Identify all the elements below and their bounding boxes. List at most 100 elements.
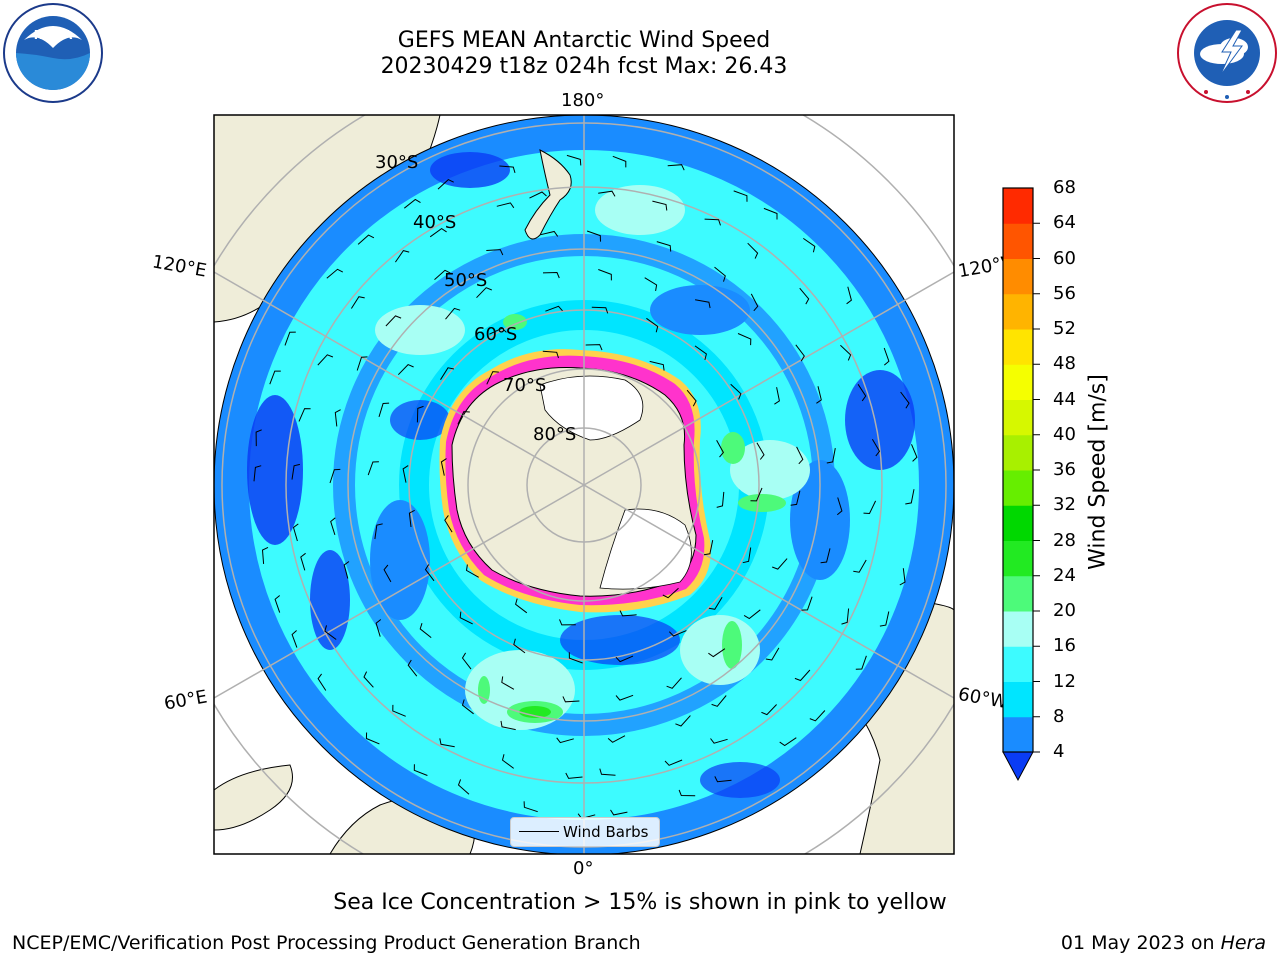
- wind-barb: [523, 801, 538, 813]
- wind-barb: [253, 465, 262, 482]
- wind-barb: [711, 695, 727, 707]
- colorbar-label: Wind Speed [m/s]: [1085, 374, 1111, 570]
- wind-barb: [407, 659, 418, 677]
- wind-barb: [439, 738, 455, 748]
- colorbar-tick-label: 28: [1053, 529, 1076, 551]
- wind-barb: [703, 539, 714, 556]
- footer-host: Hera: [1220, 932, 1266, 954]
- wind-barb: [457, 779, 470, 795]
- wind-barb: [513, 638, 526, 654]
- wind-barb: [840, 344, 852, 361]
- wind-barb: [743, 609, 761, 620]
- wind-barb: [486, 249, 504, 256]
- wind-barb: [756, 442, 765, 460]
- wind-barb: [742, 547, 752, 564]
- wind-barb: [911, 444, 918, 462]
- wind-barb: [790, 490, 801, 506]
- wind-barb: [383, 564, 392, 583]
- wind-barb: [416, 405, 424, 423]
- colorbar-tick-label: 48: [1053, 353, 1076, 375]
- wind-barb: [667, 164, 685, 171]
- wind-barb: [445, 307, 461, 320]
- wind-barb: [779, 737, 797, 747]
- wind-barb: [465, 564, 479, 578]
- wind-barb: [750, 293, 759, 312]
- wind-barb: [900, 391, 910, 409]
- wind-barb: [710, 738, 728, 744]
- wind-barb: [413, 764, 428, 776]
- wind-barb: [501, 676, 515, 690]
- lat-label-60s: 60°S: [474, 324, 518, 345]
- wind-barb: [761, 704, 777, 716]
- wind-barb: [615, 655, 634, 663]
- wind-barb: [598, 190, 616, 197]
- legend-label: Wind Barbs: [563, 823, 649, 841]
- footer-date: 01 May 2023 on Hera: [1061, 932, 1266, 954]
- wind-barb: [476, 287, 492, 299]
- colorbar-tick-label: 36: [1053, 459, 1076, 480]
- wind-barb: [820, 548, 831, 564]
- wind-barb: [357, 234, 375, 245]
- wind-barb: [765, 647, 780, 661]
- wind-barb: [559, 619, 576, 626]
- colorbar-tick-label: 52: [1053, 318, 1076, 339]
- map-legend: Wind Barbs: [510, 817, 660, 847]
- nws-logo: [1177, 3, 1277, 103]
- wind-barb: [863, 500, 877, 515]
- wind-barb: [329, 468, 341, 484]
- wind-barb: [599, 768, 616, 776]
- wind-barb: [794, 669, 811, 682]
- wind-barb: [367, 461, 379, 476]
- wind-barb: [686, 389, 697, 407]
- wind-barb: [350, 296, 365, 309]
- wind-barb: [857, 384, 867, 402]
- wind-barb: [542, 271, 560, 279]
- wind-barb: [291, 630, 298, 648]
- wind-barb: [668, 630, 687, 637]
- wind-barb: [317, 354, 334, 366]
- wind-barb: [871, 438, 881, 457]
- colorbar-tick-label: 20: [1053, 600, 1076, 621]
- footer-credit: NCEP/EMC/Verification Post Processing Pr…: [12, 932, 641, 954]
- wind-barb: [291, 463, 301, 480]
- wind-barb: [585, 344, 603, 351]
- wind-barb: [879, 611, 890, 627]
- wind-barb: [489, 327, 507, 335]
- wind-barb: [853, 559, 867, 573]
- wind-barb: [678, 789, 696, 797]
- wind-barb: [695, 299, 711, 309]
- wind-barb: [269, 370, 281, 385]
- wind-barb: [841, 608, 850, 625]
- wind-barb: [419, 623, 432, 638]
- wind-barb: [326, 268, 344, 279]
- africa-land: [214, 764, 293, 831]
- wind-barb: [598, 269, 612, 281]
- wind-barb: [796, 446, 804, 465]
- wind-barb: [666, 677, 682, 689]
- colorbar-tick-label: 64: [1053, 212, 1076, 234]
- wind-barb: [568, 652, 583, 664]
- wind-barb: [515, 598, 528, 614]
- sea-ice-note: Sea Ice Concentration > 15% is shown in …: [333, 890, 947, 915]
- wind-barb: [486, 371, 499, 385]
- wind-barb: [385, 315, 402, 327]
- wind-barb: [714, 776, 732, 783]
- colorbar-tick-label: 44: [1053, 388, 1076, 410]
- lon-label-180: 180°: [561, 90, 605, 111]
- wind-barb: [730, 383, 742, 400]
- wind-barb: [392, 704, 406, 717]
- wind-barb: [261, 546, 269, 564]
- wind-barb: [540, 230, 559, 237]
- wind-barb: [284, 331, 296, 346]
- wind-barb: [408, 509, 415, 528]
- wind-barb: [610, 809, 628, 816]
- wind-barb: [612, 155, 627, 168]
- lat-label-50s: 50°S: [444, 270, 488, 291]
- wind-barb: [374, 523, 383, 540]
- wind-barb: [716, 439, 725, 458]
- graticule: [214, 115, 954, 854]
- wind-barb: [855, 655, 867, 670]
- lat-label-40s: 40°S: [413, 212, 457, 233]
- chart-title: GEFS MEAN Antarctic Wind Speed: [397, 28, 771, 53]
